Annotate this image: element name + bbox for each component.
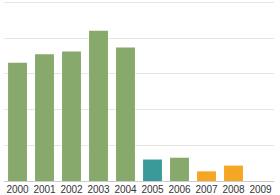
- svg-text:2007: 2007: [195, 184, 218, 195]
- svg-text:2000: 2000: [6, 184, 29, 195]
- svg-text:2006: 2006: [168, 184, 191, 195]
- svg-text:2002: 2002: [60, 184, 83, 195]
- svg-text:2005: 2005: [141, 184, 164, 195]
- svg-text:2004: 2004: [114, 184, 137, 195]
- svg-text:2008: 2008: [222, 184, 245, 195]
- svg-text:2009: 2009: [249, 184, 272, 195]
- svg-text:2001: 2001: [33, 184, 56, 195]
- svg-text:2003: 2003: [87, 184, 110, 195]
